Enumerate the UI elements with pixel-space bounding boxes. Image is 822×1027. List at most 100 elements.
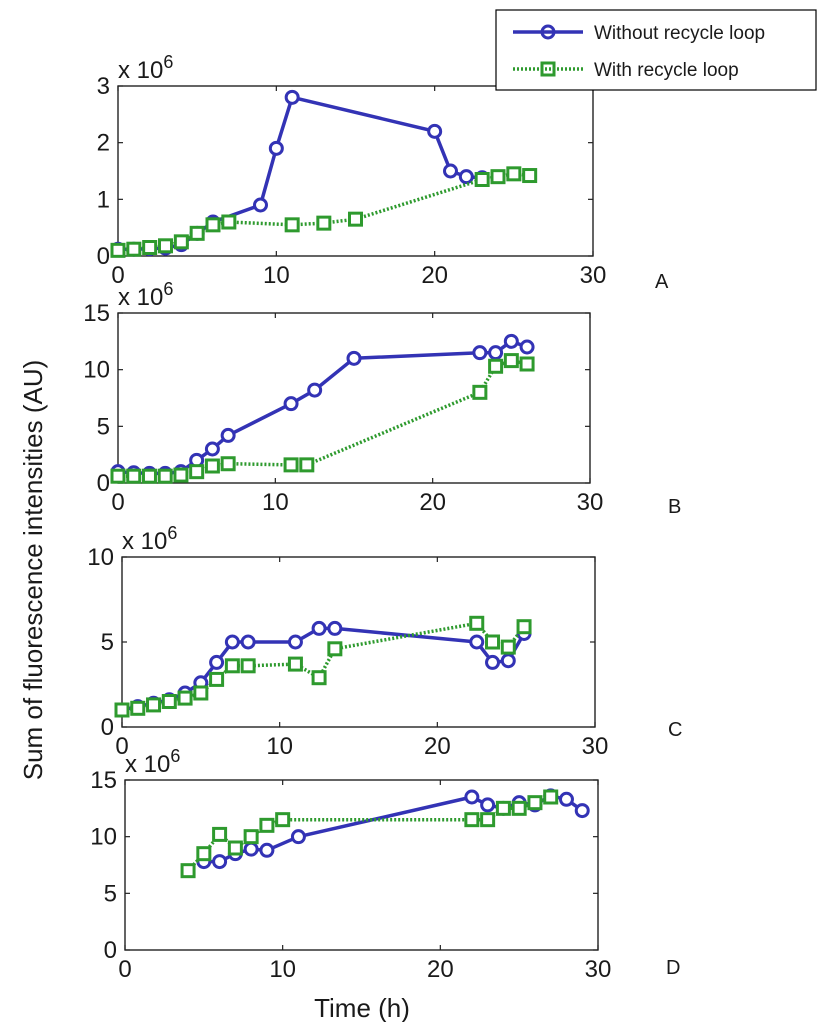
data-point (474, 172, 490, 187)
data-point (472, 345, 488, 361)
data-point (220, 456, 236, 472)
data-point (243, 841, 259, 857)
x-tick-label: 10 (262, 489, 289, 516)
data-point (259, 817, 275, 833)
data-point (346, 350, 362, 366)
data-point (209, 654, 225, 670)
y-tick-label: 0 (97, 470, 110, 497)
panel-a: 0 10 20 30 0 1 2 3 x 106 A (97, 52, 669, 293)
plot-area (117, 312, 591, 484)
data-point (480, 797, 496, 813)
panel-c: 0 10 20 30 0 5 10 x 106 C (87, 523, 682, 760)
data-point (287, 656, 303, 672)
x-tick-label: 30 (577, 489, 604, 516)
data-point (161, 694, 177, 709)
y-tick-label: 10 (87, 544, 114, 571)
data-point (558, 791, 574, 807)
y-scale-multiplier: x 106 (122, 523, 177, 555)
x-tick-label: 30 (585, 956, 612, 983)
y-scale-exponent: 6 (163, 279, 173, 299)
data-point (240, 634, 256, 650)
data-point (480, 812, 496, 828)
data-point (146, 697, 162, 713)
data-point (173, 467, 189, 483)
data-point (488, 345, 504, 361)
panel-label: D (666, 957, 680, 979)
data-point (110, 468, 126, 484)
data-point (327, 641, 343, 657)
data-point (506, 166, 522, 182)
data-point (205, 217, 221, 233)
y-scale-multiplier: x 106 (118, 279, 173, 311)
data-point (189, 225, 205, 241)
x-axis-label: Time (h) (314, 993, 410, 1022)
data-point (516, 619, 532, 635)
data-point (472, 384, 488, 400)
legend-entry-with-recycle-loop: With recycle loop (513, 60, 739, 81)
x-tick-label: 20 (421, 262, 448, 289)
data-point (488, 358, 504, 374)
y-tick-label: 10 (83, 357, 110, 384)
data-point (519, 356, 535, 372)
panel-label: B (668, 496, 681, 518)
plot-area (121, 556, 596, 728)
y-axis-label: Sum of fluorescence intensities (AU) (18, 360, 48, 781)
x-tick-label: 20 (427, 956, 454, 983)
x-tick-label: 0 (111, 262, 124, 289)
data-point (503, 353, 519, 369)
data-point (290, 829, 306, 845)
data-point (500, 639, 516, 655)
data-point (193, 685, 209, 701)
data-point (522, 168, 538, 184)
x-tick-label: 10 (266, 733, 293, 760)
legend-box (495, 9, 817, 91)
data-point (287, 634, 303, 650)
data-point (519, 339, 535, 355)
x-tick-label: 10 (263, 262, 290, 289)
data-point (275, 812, 291, 828)
data-point (464, 789, 480, 805)
series-with-recycle-loop (110, 353, 535, 484)
legend: Without recycle loop With recycle loop (495, 9, 817, 91)
data-point (503, 333, 519, 349)
data-point (500, 653, 516, 669)
panels-layer: 0 10 20 30 0 1 2 3 x 106 A 0 10 20 30 0 5 10 15 x 106 B 0 10 2… (83, 52, 682, 983)
data-point (259, 842, 275, 858)
panel-label: A (655, 271, 669, 293)
data-point (142, 240, 158, 255)
x-tick-label: 20 (424, 733, 451, 760)
panel-d: 0 10 20 30 0 5 10 15 x 106 D (90, 746, 680, 983)
data-point (284, 217, 300, 233)
y-tick-label: 2 (97, 130, 110, 157)
data-point (490, 169, 506, 185)
data-point (130, 700, 146, 716)
legend-label-without-recycle-loop: Without recycle loop (594, 23, 765, 44)
data-point (311, 670, 327, 686)
x-tick-label: 20 (419, 489, 446, 516)
y-tick-label: 5 (104, 880, 117, 907)
y-tick-label: 5 (97, 413, 110, 440)
data-point (316, 215, 332, 231)
data-point (227, 840, 243, 856)
y-tick-label: 0 (101, 714, 114, 741)
data-point (114, 702, 130, 718)
series-with-recycle-loop (180, 789, 559, 879)
data-point (209, 671, 225, 687)
data-point (253, 197, 268, 213)
panel-label: C (668, 719, 682, 741)
y-scale-multiplier: x 106 (118, 52, 173, 84)
data-point (240, 658, 256, 674)
x-tick-label: 0 (115, 733, 128, 760)
data-point (224, 658, 240, 674)
x-tick-label: 0 (118, 956, 131, 983)
series-with-recycle-loop (114, 615, 532, 718)
data-point (180, 863, 196, 879)
data-point (243, 829, 259, 845)
data-point (348, 211, 363, 227)
data-point (224, 634, 240, 650)
y-tick-label: 0 (97, 243, 110, 270)
y-tick-label: 15 (90, 767, 117, 794)
y-scale-multiplier: x 106 (125, 746, 180, 778)
data-point (110, 242, 126, 258)
